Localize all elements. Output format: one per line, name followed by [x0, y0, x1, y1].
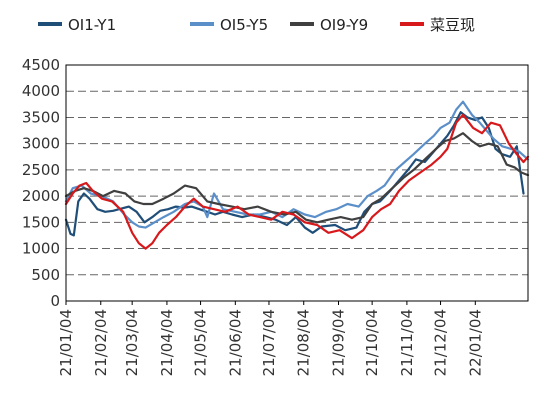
- gridlines: [66, 90, 528, 276]
- plot-frame: [65, 64, 529, 302]
- x-tick-label: 21/05/04: [192, 309, 210, 376]
- x-tick-label: 21/09/04: [329, 309, 347, 376]
- x-tick-label: 21/04/04: [158, 309, 176, 376]
- y-tick-label: 4000: [22, 82, 60, 100]
- x-tick-label: 21/08/04: [295, 309, 313, 376]
- x-tick-label: 21/12/04: [432, 309, 450, 376]
- x-tick-label: 22/01/04: [466, 309, 484, 376]
- series-line-2: [64, 132, 530, 224]
- legend: OI1-Y1 OI5-Y5 OI9-Y9 菜豆现: [38, 16, 475, 34]
- series-line-1: [64, 100, 530, 229]
- x-tick-label: 21/06/04: [226, 309, 244, 376]
- y-tick-label: 1000: [22, 240, 60, 258]
- x-axis: 21/01/04 21/02/04 21/03/04 21/04/04 21/05/04…: [57, 301, 484, 376]
- x-tick-label: 21/11/04: [398, 309, 416, 376]
- series-line-3: [64, 113, 530, 250]
- y-axis: 0 500 1000 1500 2000 2500 3000 3500 4000 4500: [22, 56, 60, 310]
- y-tick-label: 3000: [22, 135, 60, 153]
- x-tick-label: 21/03/04: [123, 309, 141, 376]
- y-tick-label: 3500: [22, 108, 60, 126]
- y-tick-label: 2500: [22, 161, 60, 179]
- y-tick-label: 2000: [22, 187, 60, 205]
- x-tick-label: 21/07/04: [260, 309, 278, 376]
- y-tick-label: 4500: [22, 56, 60, 74]
- y-tick-label: 1500: [22, 213, 60, 231]
- y-tick-label: 500: [31, 266, 60, 284]
- x-tick-label: 21/01/04: [57, 309, 75, 376]
- legend-label-0: OI1-Y1: [68, 16, 116, 34]
- y-tick-label: 0: [50, 292, 60, 310]
- legend-label-2: OI9-Y9: [320, 16, 368, 34]
- plot-series: [64, 100, 530, 250]
- legend-label-1: OI5-Y5: [220, 16, 268, 34]
- legend-label-3: 菜豆现: [430, 16, 475, 34]
- series-line-0: [64, 111, 525, 237]
- x-tick-label: 21/10/04: [363, 309, 381, 376]
- x-tick-label: 21/02/04: [92, 309, 110, 376]
